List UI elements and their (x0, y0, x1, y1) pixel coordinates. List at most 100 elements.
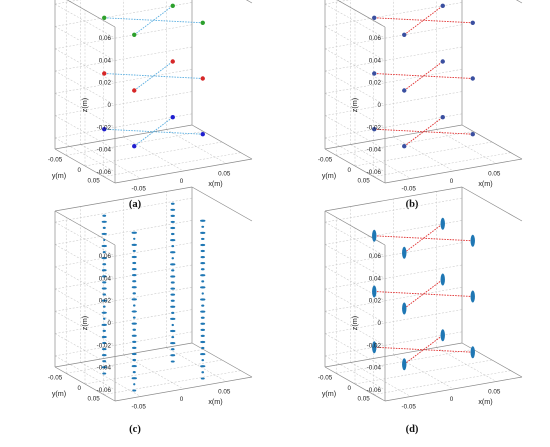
series-line (104, 73, 203, 79)
data-point (170, 238, 176, 242)
y-axis-label: y(m) (322, 171, 336, 180)
series-line (374, 17, 473, 24)
data-point (102, 250, 106, 254)
data-point (200, 322, 206, 325)
data-point (200, 340, 206, 344)
data-point (200, 262, 206, 265)
data-point (200, 132, 205, 137)
grid-line (324, 288, 386, 324)
y-axis-label: y(m) (52, 389, 66, 398)
data-point (470, 132, 475, 137)
grid-line (54, 137, 116, 173)
grid-line (80, 144, 141, 179)
grid-line (324, 2, 463, 27)
data-point (170, 354, 176, 357)
data-point (402, 246, 407, 259)
data-point (170, 263, 176, 266)
data-point (131, 377, 137, 380)
data-point (372, 127, 377, 132)
data-point (131, 286, 137, 289)
grid-line (324, 3, 386, 39)
grid-line (54, 70, 116, 106)
chart-panel-b: -0.06 -0.04 -0.02 0 0.02 0.04 0.06 -0.05 0 0.05 -0… (318, 0, 523, 193)
data-point (132, 144, 137, 149)
data-point (131, 310, 137, 313)
grid-line (436, 129, 497, 164)
data-point (102, 281, 107, 284)
grid-line (324, 46, 463, 72)
data-point (170, 317, 176, 321)
grid-line (103, 370, 241, 395)
data-point (200, 274, 206, 277)
axis-box-edge (191, 186, 253, 222)
grid-line (324, 287, 463, 312)
data-point (170, 287, 176, 290)
data-point (170, 220, 175, 224)
data-point (201, 359, 205, 362)
x-tick-label: 0.05 (488, 171, 501, 178)
chart-panel-c: -0.06 -0.04 -0.02 0 0.02 0.04 0.06 -0.05 0 0.05 -0… (48, 186, 253, 411)
grid-line (123, 136, 184, 172)
grid-line (324, 0, 351, 5)
axis-box-edge (245, 0, 253, 4)
z-tick-label: 0.02 (99, 80, 112, 87)
x-tick-label: -0.05 (132, 404, 147, 411)
grid-line (54, 113, 193, 139)
data-point (102, 341, 107, 345)
grid-line (54, 242, 193, 267)
z-tick-label: -0.06 (367, 387, 382, 394)
data-point (132, 358, 137, 362)
data-point (440, 273, 445, 286)
axis-box-edge (191, 124, 253, 160)
y-tick-label: 0 (77, 385, 81, 392)
grid-line (66, 131, 204, 156)
y-tick-label: -0.05 (318, 374, 333, 381)
panel-label: (a) (129, 199, 142, 210)
axis-box-edge (66, 0, 116, 28)
data-point (170, 299, 175, 302)
data-point (170, 281, 175, 284)
data-point (200, 243, 206, 247)
grid-line (324, 24, 463, 49)
grid-line (373, 370, 511, 395)
data-point (132, 304, 136, 307)
data-point (170, 342, 176, 345)
x-tick-label: 0.05 (218, 389, 231, 396)
y-axis-label: y(m) (322, 389, 336, 398)
data-point (200, 334, 205, 338)
data-point (101, 347, 107, 351)
data-point (170, 251, 176, 254)
data-point (200, 286, 206, 289)
x-axis-label: x(m) (208, 179, 222, 188)
grid-line (54, 288, 116, 324)
data-point (132, 371, 136, 374)
data-point (131, 231, 137, 234)
y-tick-label: 0.05 (87, 178, 100, 185)
data-point (470, 234, 475, 247)
data-point (170, 115, 175, 120)
z-tick-label: 0.06 (99, 35, 112, 42)
data-point (102, 305, 106, 308)
axis-box-edge (336, 0, 386, 28)
z-tick-label: 0 (107, 320, 111, 327)
z-tick-label: -0.04 (97, 147, 112, 154)
grid-line (324, 197, 463, 223)
data-point (200, 20, 205, 25)
data-point (131, 352, 137, 356)
data-point (102, 226, 106, 229)
grid-line (54, 26, 116, 61)
axis-box-edge (191, 342, 253, 378)
axis-box-edge (54, 366, 116, 402)
axis-box-edge (114, 376, 253, 402)
data-point (170, 208, 176, 211)
data-point (201, 280, 205, 283)
grid-line (54, 266, 116, 301)
data-point (170, 59, 175, 64)
z-tick-label: -0.06 (97, 387, 112, 394)
grid-line (54, 309, 193, 334)
data-point (171, 245, 175, 248)
grid-line (324, 242, 463, 267)
z-tick-label: -0.04 (367, 147, 382, 154)
series-line (374, 73, 473, 79)
